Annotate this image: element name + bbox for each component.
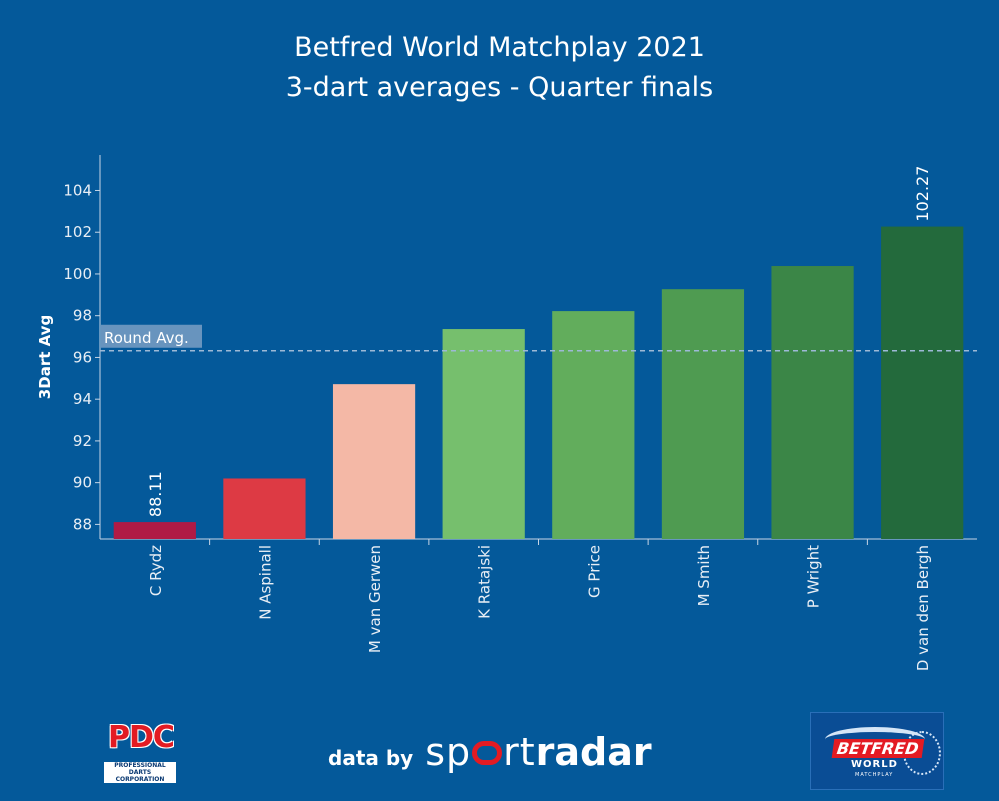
bar (881, 226, 964, 539)
sportradar-logo: data by sp rt radar (328, 730, 652, 774)
bar (442, 329, 525, 539)
bar (223, 478, 306, 539)
x-category-label: K Ratajski (476, 545, 494, 619)
sportradar-text-part2: rt (503, 730, 536, 774)
data-by-text: data by (328, 746, 414, 770)
y-tick-label: 92 (73, 432, 92, 450)
matchplay-logo-text: MATCHPLAY (855, 772, 894, 778)
title-line-1: Betfred World Matchplay 2021 (294, 32, 705, 63)
x-category-label: N Aspinall (256, 545, 274, 620)
y-axis-title: 3Dart Avg (36, 315, 54, 399)
title-line-2: 3-dart averages - Quarter finals (285, 72, 714, 103)
footer: PDC PROFESSIONAL DARTS CORPORATION data … (0, 700, 999, 801)
bar-chart: 88 90 92 94 96 98 100 102 104 3Dart Avg C Rydz N As… (36, 155, 977, 671)
sportradar-o-icon (472, 741, 503, 765)
pdc-logo-text: PDC (108, 720, 175, 755)
sportradar-text-part3: radar (535, 730, 652, 774)
x-category-label: D van den Bergh (914, 545, 932, 671)
sportradar-text-part1: sp (425, 730, 472, 774)
pdc-logo: PDC PROFESSIONAL DARTS CORPORATION (100, 716, 180, 784)
betfred-world-matchplay-logo: BETFRED WORLD MATCHPLAY (810, 712, 944, 790)
y-tick-label: 102 (63, 223, 92, 241)
x-category-label: C Rydz (147, 545, 165, 596)
bar (661, 289, 745, 539)
y-tick-label: 88 (73, 515, 92, 533)
data-label: 88.11 (146, 471, 165, 517)
data-label: 102.27 (913, 166, 932, 222)
y-tick-label: 104 (63, 181, 92, 199)
y-tick-label: 100 (63, 265, 92, 283)
x-category-label: G Price (585, 545, 603, 598)
bar (552, 311, 635, 539)
x-category-label: P Wright (805, 545, 823, 608)
y-tick-label: 94 (73, 390, 92, 408)
world-logo-text: WORLD (851, 759, 898, 770)
swoosh-icon (825, 727, 925, 752)
x-category-label: M Smith (695, 545, 713, 606)
chart-title: Betfred World Matchplay 2021 3-dart aver… (0, 28, 999, 108)
bar (771, 266, 854, 539)
round-average-label-bg (101, 324, 202, 348)
x-category-label: M van Gerwen (366, 545, 384, 653)
betfred-logo-text: BETFRED (831, 739, 924, 758)
bar (113, 522, 196, 539)
bar (332, 384, 416, 539)
round-average-label: Round Avg. (104, 329, 189, 347)
y-tick-label: 98 (73, 307, 92, 325)
y-tick-label: 90 (73, 474, 92, 492)
y-tick-label: 96 (73, 348, 92, 366)
pdc-logo-subtext: PROFESSIONAL DARTS CORPORATION (104, 762, 176, 783)
